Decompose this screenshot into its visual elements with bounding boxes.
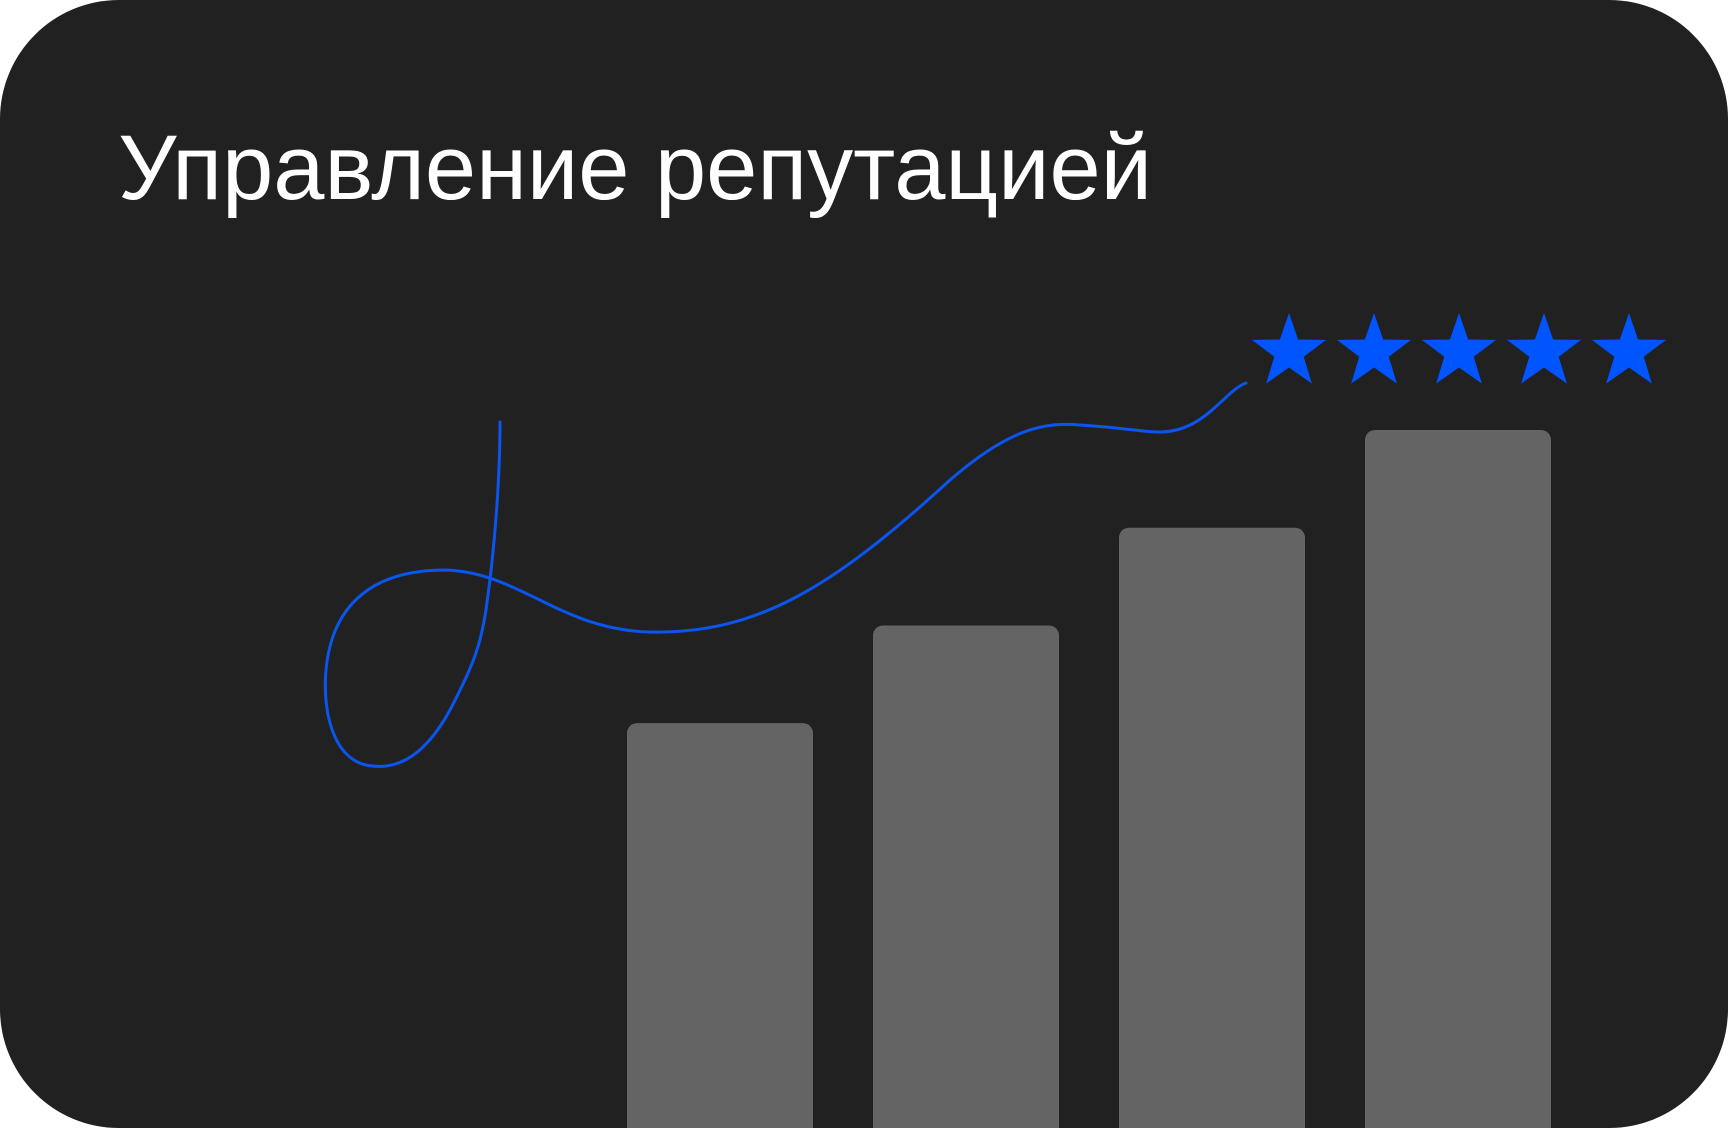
star-icon bbox=[1591, 313, 1667, 384]
bar-2 bbox=[873, 625, 1059, 1128]
star-icon bbox=[1506, 313, 1582, 384]
bar-chart-illustration bbox=[627, 430, 1551, 1128]
star-icon bbox=[1251, 313, 1327, 384]
rating-stars bbox=[1251, 313, 1667, 384]
star-icon bbox=[1421, 313, 1497, 384]
signature-curve bbox=[323, 381, 1248, 768]
card-title: Управление репутацией bbox=[118, 117, 1153, 219]
bar-3 bbox=[1119, 527, 1305, 1128]
bar-4 bbox=[1365, 430, 1551, 1128]
star-icon bbox=[1336, 313, 1412, 384]
bar-1 bbox=[627, 723, 813, 1128]
